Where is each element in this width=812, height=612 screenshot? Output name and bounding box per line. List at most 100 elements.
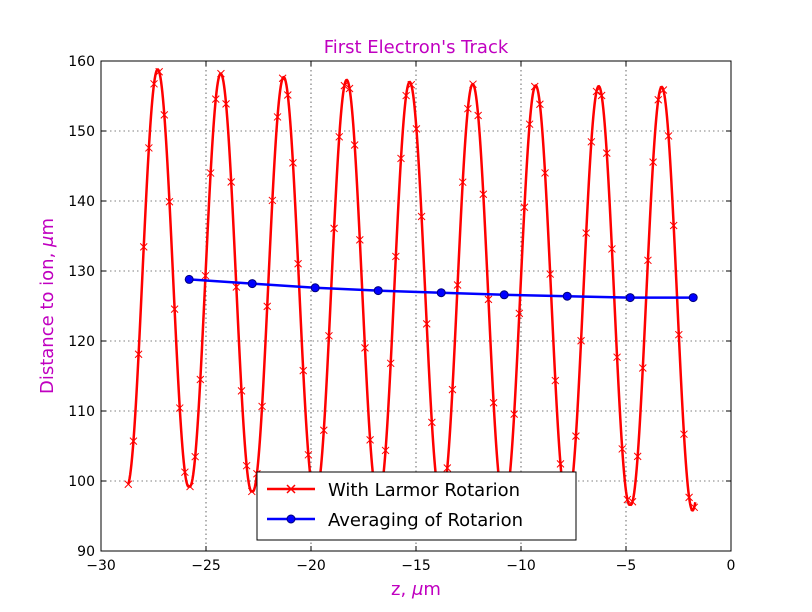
red-series-marker: [417, 212, 426, 221]
red-series-marker: [247, 487, 256, 496]
y-tick-label: 90: [77, 544, 95, 560]
red-series-marker: [175, 404, 184, 412]
red-series-marker: [669, 221, 678, 230]
red-series-marker: [206, 169, 215, 177]
y-axis-label-mu: μ: [37, 236, 58, 248]
red-series-marker: [685, 493, 693, 502]
red-series-marker: [366, 436, 374, 444]
red-series-marker: [428, 418, 436, 427]
blue-series-point: [562, 291, 572, 301]
red-series-marker: [674, 330, 683, 339]
red-series-marker: [618, 445, 627, 453]
red-series-marker: [489, 398, 498, 407]
red-series-marker: [283, 91, 292, 99]
x-axis-label-unit: m: [423, 579, 441, 600]
red-series-marker: [510, 410, 519, 419]
red-series-marker: [479, 190, 488, 199]
red-series-marker: [453, 281, 462, 289]
red-series-marker: [592, 87, 601, 96]
legend-red-label: With Larmor Rotarion: [328, 480, 520, 501]
red-series-marker: [654, 95, 663, 104]
red-series-marker: [582, 229, 591, 237]
red-series-marker: [237, 387, 246, 395]
red-series-marker: [319, 426, 328, 435]
red-series-marker: [355, 236, 364, 244]
red-series-marker: [268, 196, 277, 205]
x-axis-label-text: z,: [391, 579, 412, 600]
blue-series-point: [184, 274, 194, 284]
red-series-marker: [391, 252, 400, 261]
red-series-marker: [407, 80, 416, 89]
y-tick-label: 100: [68, 474, 95, 490]
red-series-marker: [165, 197, 174, 206]
red-series-marker: [638, 364, 647, 372]
red-series: [124, 67, 699, 512]
red-series-marker: [134, 350, 143, 359]
blue-series-point: [625, 293, 635, 303]
red-series-marker: [201, 271, 210, 280]
red-series-marker: [304, 450, 313, 459]
y-axis-label: Distance to ion, μm: [37, 218, 58, 394]
red-series-marker: [227, 178, 236, 186]
red-series-marker: [680, 430, 688, 439]
red-series-marker: [572, 432, 580, 440]
red-series-marker: [690, 503, 699, 512]
red-series-marker: [139, 243, 148, 251]
y-tick-label: 140: [68, 194, 95, 210]
blue-series-point: [247, 279, 257, 289]
red-series-marker: [546, 270, 555, 278]
chart-title: First Electron's Track: [324, 37, 509, 58]
x-tick-label: −5: [616, 558, 637, 574]
red-series-marker: [345, 84, 354, 93]
x-axis-label-mu: μ: [411, 579, 423, 600]
red-series-marker: [124, 480, 133, 489]
red-series-marker: [443, 464, 452, 472]
red-series-marker: [602, 149, 611, 157]
red-series-marker: [664, 132, 673, 140]
red-series-marker: [186, 482, 194, 491]
legend-blue-label: Averaging of Rotarion: [328, 510, 523, 531]
red-series-marker: [402, 91, 410, 100]
red-series-marker: [556, 460, 565, 468]
red-series-marker: [160, 111, 169, 119]
x-tick-label: −25: [191, 558, 221, 574]
red-series-marker: [129, 437, 138, 445]
red-series-marker: [464, 104, 472, 113]
red-series-marker: [628, 497, 637, 506]
red-series-marker: [361, 343, 369, 352]
red-series-marker: [232, 283, 241, 291]
y-tick-label: 130: [68, 264, 95, 280]
red-series-marker: [458, 178, 467, 187]
legend-blue-marker: [286, 514, 296, 524]
x-axis-label: z, μm: [391, 579, 441, 600]
y-axis-label-text: Distance to ion,: [37, 247, 58, 394]
red-series-marker: [191, 452, 200, 461]
red-series-marker: [145, 144, 153, 152]
y-axis-label-unit: m: [37, 218, 58, 236]
red-series-marker: [474, 111, 483, 120]
red-series-marker: [217, 69, 225, 78]
red-series-marker: [422, 320, 431, 328]
red-series-line: [127, 68, 697, 512]
red-series-marker: [222, 100, 230, 108]
red-series-marker: [623, 495, 632, 504]
red-series-marker: [613, 353, 621, 362]
red-series-marker: [608, 245, 616, 253]
blue-series-point: [688, 293, 698, 303]
red-series-marker: [325, 331, 333, 340]
x-tick-label: −20: [296, 558, 326, 574]
legend-red-marker: [286, 484, 296, 494]
red-series-marker: [520, 203, 529, 212]
red-series-marker: [541, 169, 549, 177]
y-tick-label: 110: [68, 404, 95, 420]
red-series-marker: [150, 79, 158, 88]
red-series-marker: [484, 295, 493, 304]
red-series-marker: [196, 375, 205, 384]
red-series-marker: [448, 385, 457, 394]
red-series-marker: [211, 95, 220, 103]
legend: With Larmor Rotarion Averaging of Rotari…: [256, 471, 577, 541]
x-tick-labels: −30 −25 −20 −15 −10 −5 0: [86, 558, 735, 574]
red-series-marker: [515, 309, 524, 318]
red-series-marker: [294, 259, 302, 268]
